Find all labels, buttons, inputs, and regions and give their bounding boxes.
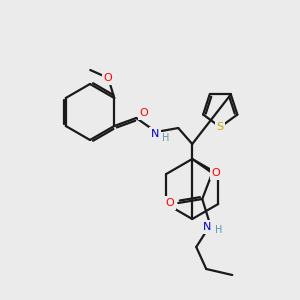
Text: S: S <box>217 122 224 132</box>
Text: N: N <box>151 129 159 139</box>
Text: H: H <box>162 133 169 143</box>
Text: O: O <box>166 198 175 208</box>
Text: O: O <box>140 108 148 118</box>
Text: O: O <box>212 168 220 178</box>
Text: N: N <box>203 222 212 232</box>
Text: H: H <box>214 225 222 235</box>
Text: O: O <box>104 73 112 83</box>
